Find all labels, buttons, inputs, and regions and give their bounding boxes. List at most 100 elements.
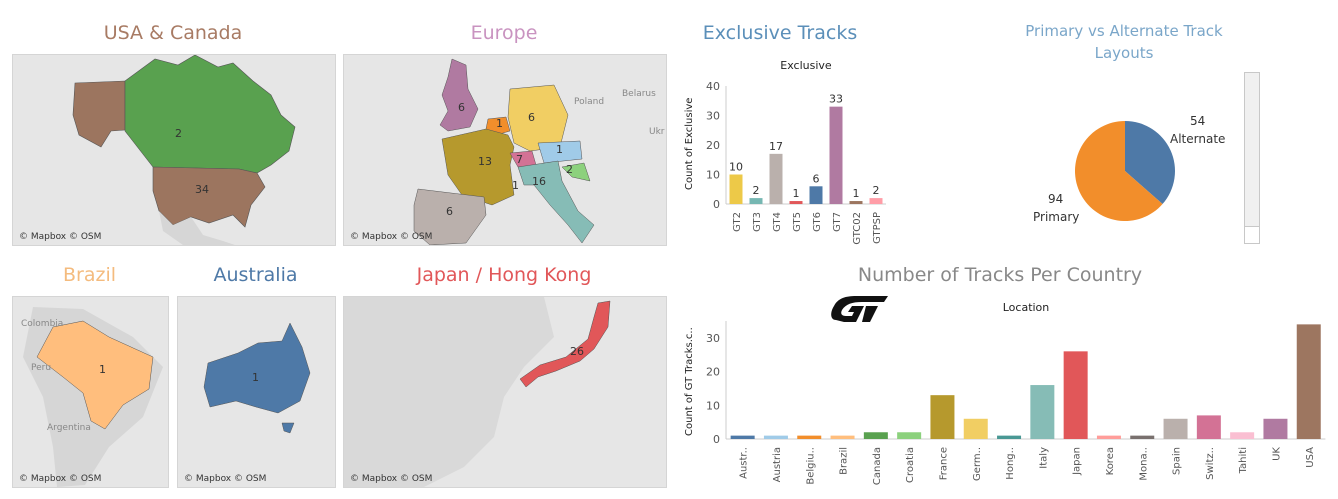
japan-shape[interactable]	[519, 300, 611, 388]
bar-UK[interactable]	[1263, 418, 1288, 439]
bar-Germ..[interactable]	[963, 418, 988, 439]
pie-section-title: Primary vs Alternate Track Layouts	[1025, 22, 1223, 62]
bar-Mona..[interactable]	[1130, 435, 1155, 439]
usa-canada-map[interactable]: 2 34 © Mapbox © OSM	[12, 54, 336, 246]
y-tick-label: 20	[706, 139, 720, 152]
data-label: 1	[793, 187, 800, 200]
pie-slice-primary[interactable]	[1075, 121, 1163, 221]
bar-Hong..[interactable]	[997, 435, 1022, 439]
tasmania-shape[interactable]	[281, 422, 295, 434]
y-tick-label: 30	[706, 110, 720, 123]
italy-value: 16	[532, 175, 546, 188]
country-chart-title: Location	[1002, 301, 1050, 314]
monaco-value: 1	[512, 179, 519, 192]
bar-GT7[interactable]	[829, 106, 843, 204]
usa-canada-title: USA & Canada	[103, 22, 243, 44]
exclusive-chart-title: Exclusive	[780, 59, 832, 72]
data-label: 2	[873, 184, 880, 197]
data-label: 10	[729, 161, 743, 174]
scrollbar-thumb[interactable]	[1245, 226, 1259, 243]
alternate-value: 54	[1190, 114, 1206, 128]
ukraine-label: Ukr	[649, 127, 665, 137]
switzerland-value: 7	[516, 153, 523, 166]
brazil-map[interactable]: Colombia Peru Argentina 1 © Mapbox © OSM	[12, 296, 169, 488]
bar-Brazil[interactable]	[830, 435, 855, 439]
austria-value: 1	[556, 143, 563, 156]
brazil-shape[interactable]	[36, 320, 154, 430]
argentina-label: Argentina	[47, 423, 91, 433]
map-credit: © Mapbox © OSM	[184, 474, 267, 484]
bar-Croatia[interactable]	[897, 432, 922, 439]
belgium-value: 1	[496, 117, 503, 130]
usa-shape[interactable]	[152, 166, 266, 228]
spain-shape[interactable]	[413, 188, 487, 245]
x-tick-label: Spain	[1172, 447, 1183, 475]
bar-Tahiti[interactable]	[1230, 432, 1255, 439]
bar-Austria[interactable]	[763, 435, 788, 439]
australia-value: 1	[252, 371, 259, 384]
brazil-title: Brazil	[62, 264, 117, 286]
switzerland-shape[interactable]	[509, 150, 537, 168]
italy-shape[interactable]	[517, 160, 595, 244]
bar-GTPSP[interactable]	[869, 198, 883, 204]
europe-map[interactable]: Poland Belarus Ukr 6 1 6 13 7 1 2 1 16 6…	[343, 54, 667, 246]
alaska-shape[interactable]	[72, 80, 126, 148]
uk-shape[interactable]	[439, 58, 479, 132]
map-credit: © Mapbox © OSM	[19, 232, 102, 242]
x-tick-label: GTC02	[852, 212, 863, 245]
france-shape[interactable]	[441, 128, 515, 206]
legend-scrollbar[interactable]	[1244, 72, 1260, 244]
spain-value: 6	[446, 205, 453, 218]
bar-Austr..[interactable]	[730, 435, 755, 439]
bar-GT5[interactable]	[789, 201, 803, 204]
x-tick-label: Canada	[872, 447, 883, 485]
primary-alternate-pie-chart	[1075, 121, 1175, 221]
japan-map-svg	[344, 297, 611, 487]
primary-label: Primary	[1033, 210, 1080, 224]
japan-map[interactable]: 26 © Mapbox © OSM	[343, 296, 667, 488]
data-label: 17	[769, 140, 783, 153]
x-tick-label: Hong..	[1005, 447, 1016, 480]
exclusive-y-axis-label: Count of Exclusive	[684, 97, 695, 190]
bar-Japan[interactable]	[1063, 351, 1088, 439]
canada-shape[interactable]	[124, 55, 296, 174]
gt-logo-icon	[831, 296, 888, 322]
australia-shape[interactable]	[203, 322, 311, 414]
colombia-label: Colombia	[21, 319, 64, 329]
germany-shape[interactable]	[507, 84, 569, 152]
bar-Belgiu..[interactable]	[797, 435, 822, 439]
country-y-axis-label: Count of GT Tracks.c..	[684, 327, 695, 436]
usa-canada-map-svg	[72, 55, 296, 245]
bar-USA[interactable]	[1296, 324, 1321, 439]
bar-GT4[interactable]	[769, 153, 783, 204]
peru-label: Peru	[31, 363, 52, 373]
x-tick-label: Brazil	[839, 447, 850, 475]
bar-GT2[interactable]	[729, 174, 743, 205]
bar-Spain[interactable]	[1163, 418, 1188, 439]
y-tick-label: 30	[706, 332, 720, 345]
bar-Canada[interactable]	[863, 432, 888, 439]
austria-shape[interactable]	[537, 140, 583, 164]
x-tick-label: Japan	[1072, 447, 1083, 476]
pie-slice-alternate[interactable]	[1125, 121, 1175, 205]
australia-title: Australia	[213, 264, 298, 286]
bar-GT6[interactable]	[809, 186, 823, 204]
brazil-map-svg	[23, 307, 163, 487]
bar-GT3[interactable]	[749, 198, 763, 204]
bar-France[interactable]	[930, 395, 955, 439]
y-tick-label: 40	[706, 80, 720, 93]
bar-Switz..[interactable]	[1196, 415, 1221, 439]
alternate-label: Alternate	[1170, 132, 1226, 146]
brazil-value: 1	[99, 363, 106, 376]
x-tick-label: GT5	[792, 212, 803, 232]
usa-value: 34	[195, 183, 209, 196]
australia-map[interactable]: 1 © Mapbox © OSM	[177, 296, 336, 488]
x-tick-label: USA	[1305, 447, 1316, 468]
bar-Italy[interactable]	[1030, 385, 1055, 439]
bar-GTC02[interactable]	[849, 201, 863, 204]
exclusive-bar-chart: 0 10 20 30 40 10 GT2 2 GT3 17 GT4 1 GT5 6 GT6 33 GT7 1 GTC…	[706, 80, 886, 245]
x-tick-label: GT3	[752, 212, 763, 232]
croatia-shape[interactable]	[561, 162, 591, 182]
bar-Korea[interactable]	[1096, 435, 1121, 439]
asia-mainland-shape	[344, 297, 554, 487]
